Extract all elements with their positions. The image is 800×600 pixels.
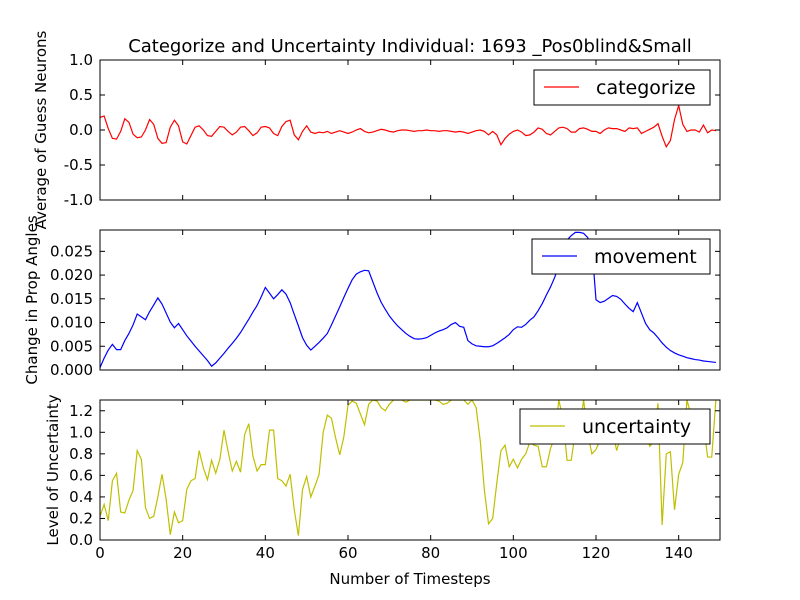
y-tick-label: 0.2 — [69, 509, 93, 527]
x-tick-label: 20 — [173, 544, 192, 562]
series-line-movement — [100, 231, 716, 368]
y-tick-label: 1.0 — [69, 423, 93, 441]
legend: movement — [531, 238, 711, 275]
legend-label: uncertainty — [582, 416, 691, 438]
y-tick-label: 0.5 — [69, 86, 93, 104]
y-tick-label: -1.0 — [64, 191, 93, 209]
legend-label: movement — [594, 246, 697, 268]
x-tick-label: 140 — [664, 544, 693, 562]
y-axis-label: Level of Uncertainty — [44, 394, 62, 545]
x-tick-label: 100 — [499, 544, 528, 562]
y-tick-label: 0.6 — [69, 466, 93, 484]
x-tick-label: 80 — [421, 544, 440, 562]
y-tick-label: 0.0 — [69, 121, 93, 139]
y-axis-label: Average of Guess Neurons — [32, 30, 50, 229]
y-tick-label: 0.005 — [50, 337, 93, 355]
y-axis-label: Change in Prop Angles — [23, 215, 41, 384]
y-tick-label: 0.0 — [69, 531, 93, 549]
x-tick-label: 0 — [95, 544, 105, 562]
y-tick-label: 1.2 — [69, 402, 93, 420]
x-axis-label: Number of Timesteps — [329, 570, 490, 588]
y-tick-label: 1.0 — [69, 51, 93, 69]
y-tick-label: 0.020 — [50, 266, 93, 284]
plot-frame — [99, 229, 721, 371]
x-tick-label: 60 — [338, 544, 357, 562]
y-tick-label: -0.5 — [64, 156, 93, 174]
x-tick-label: 120 — [582, 544, 611, 562]
legend: uncertainty — [519, 408, 711, 445]
y-tick-label: 0.8 — [69, 445, 93, 463]
panel-1: 1.0 0.5 0.0 -0.5 -1.0 Average of Guess Neuron… — [32, 30, 721, 229]
panel-2: 0.025 0.020 0.015 0.010 0.005 0.000 Change in … — [23, 215, 721, 385]
plot-frame — [99, 399, 721, 541]
x-tick-label: 40 — [256, 544, 275, 562]
y-tick-label: 0.010 — [50, 314, 93, 332]
legend-box — [533, 69, 711, 106]
y-tick-label: 0.015 — [50, 290, 93, 308]
series-line-categorize — [100, 105, 716, 149]
y-tick-label: 0.000 — [50, 361, 93, 379]
legend-label: categorize — [596, 77, 696, 99]
y-tick-label: 0.4 — [69, 488, 93, 506]
panel-3: 1.2 1.0 0.8 0.6 0.4 0.2 0.00 20 40 60 80 100 120 140 L… — [44, 394, 721, 562]
legend: categorize — [533, 69, 711, 106]
y-tick-label: 0.025 — [50, 242, 93, 260]
chart-title: Categorize and Uncertainty Individual: 1… — [128, 36, 692, 57]
